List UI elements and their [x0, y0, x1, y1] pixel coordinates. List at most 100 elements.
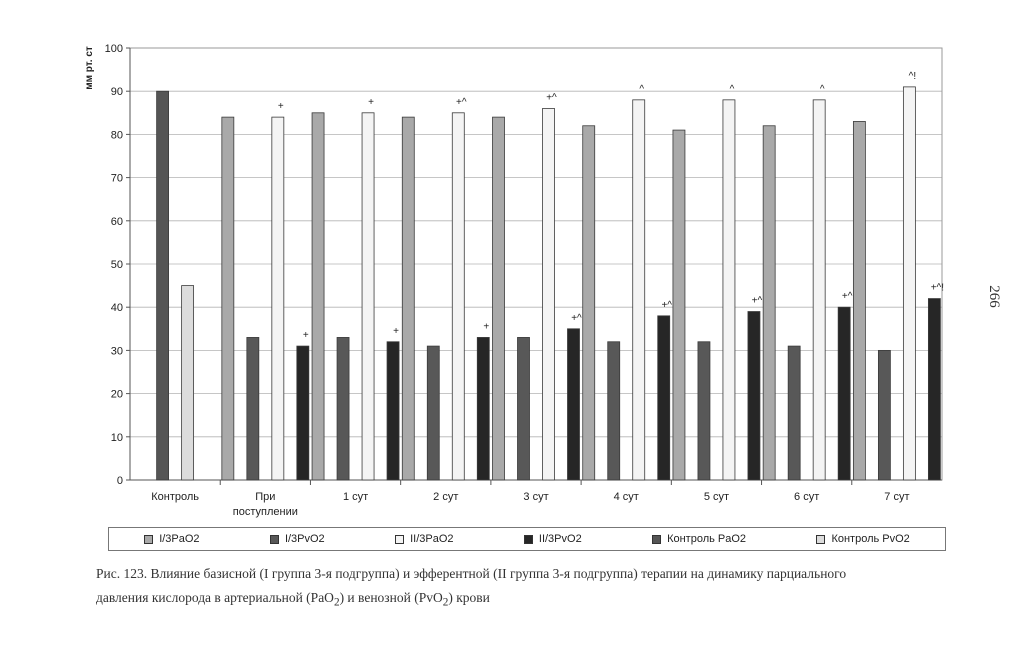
category-label: 5 сут — [704, 491, 729, 503]
y-tick-label: 10 — [111, 432, 123, 444]
legend-swatch — [269, 534, 279, 544]
significance-mark: ^ — [820, 84, 825, 95]
legend-swatch — [144, 534, 154, 544]
legend-label: II/3PaO2 — [410, 533, 454, 545]
significance-mark: +^! — [931, 283, 944, 294]
y-tick-label: 20 — [111, 389, 123, 401]
bar — [747, 311, 761, 481]
caption-line-1: Рис. 123. Влияние базисной (I группа 3-я… — [96, 566, 847, 581]
chart-legend: I/3PaO2 I/3PvO2 II/3PaO2 II/3PvO2 Контроль P… — [108, 527, 946, 551]
legend-label: Контроль PvO2 — [831, 533, 910, 545]
legend-label: Контроль PaO2 — [667, 533, 747, 545]
legend-entry: Контроль PvO2 — [816, 533, 910, 545]
caption-subscript: 2 — [333, 596, 340, 609]
caption-subscript: 2 — [442, 596, 449, 609]
bar — [492, 116, 505, 481]
bar — [386, 341, 400, 481]
bar — [632, 99, 646, 481]
y-axis-title: мм рт. ст — [84, 46, 95, 90]
legend-entry: I/3PaO2 — [144, 533, 200, 545]
legend-entry: I/3PvO2 — [269, 533, 325, 545]
y-tick-label: 0 — [117, 475, 123, 487]
bar — [877, 349, 891, 481]
bar — [336, 337, 350, 481]
legend-entry: Контроль PaO2 — [652, 533, 746, 545]
legend-swatch — [523, 534, 533, 544]
bar — [787, 345, 801, 481]
bar — [311, 112, 325, 481]
significance-mark: +^ — [456, 97, 467, 108]
axes: 0 10 20 30 40 50 60 70 80 90 100 — [105, 43, 943, 487]
bar — [582, 125, 596, 481]
bar — [812, 99, 826, 481]
bar — [722, 99, 736, 481]
bar — [902, 86, 916, 481]
bar — [762, 125, 776, 481]
bar — [221, 116, 235, 481]
bar — [567, 328, 580, 481]
legend-swatch — [816, 534, 826, 544]
y-tick-label: 30 — [111, 345, 123, 357]
y-tick-label: 60 — [111, 216, 123, 228]
bar — [451, 112, 465, 481]
significance-mark: ^ — [639, 84, 644, 95]
legend-entry: II/3PaO2 — [395, 533, 454, 545]
bar — [426, 345, 440, 481]
legend-label: I/3PvO2 — [284, 533, 325, 545]
category-label: 1 сут — [343, 491, 368, 503]
bar — [672, 129, 686, 481]
significance-mark: + — [303, 330, 309, 341]
significance-mark: +^ — [752, 296, 763, 307]
page-number: 266 — [985, 285, 1002, 308]
caption-text-part: ) и венозной (PvO — [339, 590, 443, 605]
bar — [657, 315, 671, 481]
significance-marks: + + +^ +^ ^ ^ ^ ^! + + + +^ +^ +^ +^ +^! — [278, 71, 944, 341]
category-label: 3 сут — [523, 491, 548, 503]
category-label: поступлении — [233, 506, 298, 518]
bar — [697, 341, 711, 481]
significance-mark: +^ — [661, 300, 672, 311]
caption-line-2: давления кислорода в артериальной (PaO2)… — [96, 586, 956, 615]
y-tick-label: 70 — [111, 173, 123, 185]
bar — [181, 285, 195, 481]
caption-text-part: ) крови — [448, 590, 490, 605]
category-label: 7 сут — [884, 491, 909, 503]
bar — [517, 337, 530, 481]
legend-label: I/3PaO2 — [159, 533, 200, 545]
bar — [246, 337, 260, 481]
category-label: Контроль — [151, 491, 199, 503]
bar — [607, 341, 621, 481]
significance-mark: + — [393, 326, 399, 337]
bar — [927, 298, 941, 481]
bar — [271, 116, 285, 481]
significance-mark: +^ — [842, 291, 853, 302]
y-tick-label: 50 — [111, 259, 123, 271]
significance-mark: +^ — [571, 313, 582, 324]
significance-mark: +^ — [546, 92, 557, 103]
bar — [476, 337, 490, 481]
y-tick-label: 40 — [111, 302, 123, 314]
significance-mark: + — [368, 97, 374, 108]
legend-swatch — [395, 534, 405, 544]
legend-entry: II/3PvO2 — [523, 533, 582, 545]
significance-mark: + — [483, 321, 489, 332]
bar — [296, 345, 310, 481]
category-label: 4 сут — [614, 491, 639, 503]
bar — [156, 90, 170, 481]
bar — [361, 112, 375, 481]
caption-text-part: давления кислорода в артериальной (PaO — [96, 590, 334, 605]
category-label: 2 сут — [433, 491, 458, 503]
figure-caption: Рис. 123. Влияние базисной (I группа 3-я… — [96, 562, 956, 615]
significance-mark: + — [278, 101, 284, 112]
bar — [542, 108, 555, 481]
y-tick-label: 90 — [111, 86, 123, 98]
bars — [156, 86, 941, 481]
bar — [401, 116, 415, 481]
significance-mark: ^! — [909, 71, 916, 82]
bar — [837, 306, 851, 481]
bar — [852, 121, 866, 481]
category-label: 6 сут — [794, 491, 819, 503]
y-tick-label: 100 — [105, 43, 123, 55]
significance-mark: ^ — [730, 84, 735, 95]
